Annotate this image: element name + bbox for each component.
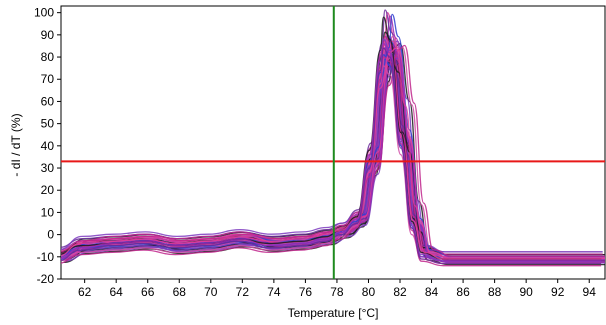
x-tick-label: 70 [204, 285, 218, 299]
x-tick-label: 88 [488, 285, 502, 299]
y-tick-label: 20 [41, 183, 55, 197]
y-tick-label: 30 [41, 161, 55, 175]
series-line-8-5 [61, 47, 602, 265]
y-tick-label: 10 [41, 205, 55, 219]
y-tick-label: 60 [41, 94, 55, 108]
x-tick-label: 82 [393, 285, 407, 299]
y-tick-label: 0 [47, 228, 54, 242]
y-tick-label: 100 [34, 6, 54, 20]
x-tick-label: 62 [78, 285, 92, 299]
x-tick-label: 76 [299, 285, 313, 299]
y-axis-title: - dI / dT (%) [9, 113, 23, 176]
x-tick-label: 94 [583, 285, 597, 299]
x-tick-label: 74 [267, 285, 281, 299]
y-tick-label: 80 [41, 50, 55, 64]
x-tick-label: 92 [551, 285, 565, 299]
x-tick-label: 80 [362, 285, 376, 299]
series-line-7-5 [61, 43, 602, 262]
y-tick-label: -10 [37, 250, 55, 264]
x-tick-label: 78 [330, 285, 344, 299]
y-tick-label: 50 [41, 117, 55, 131]
x-tick-label: 90 [519, 285, 533, 299]
y-tick-label: -20 [37, 272, 55, 286]
y-tick-label: 40 [41, 139, 55, 153]
x-tick-label: 66 [141, 285, 155, 299]
x-tick-label: 64 [110, 285, 124, 299]
series-line-5-5 [61, 56, 602, 267]
y-tick-label: 70 [41, 72, 55, 86]
x-tick-label: 72 [236, 285, 250, 299]
y-tick-label: 90 [41, 28, 55, 42]
x-tick-label: 86 [456, 285, 470, 299]
x-tick-label: 84 [425, 285, 439, 299]
x-tick-label: 68 [173, 285, 187, 299]
x-axis-title: Temperature [°C] [288, 306, 379, 320]
series-group [61, 9, 605, 267]
